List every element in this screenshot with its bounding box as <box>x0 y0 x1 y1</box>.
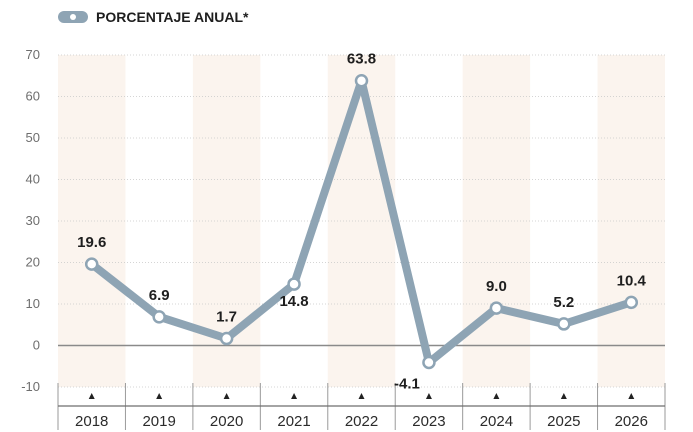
y-tick-label: 70 <box>26 47 40 62</box>
y-tick-label: -10 <box>21 379 40 394</box>
x-tick-label: 2023 <box>412 413 445 430</box>
data-point <box>422 355 436 370</box>
data-point <box>489 301 504 315</box>
y-axis: 70 60 50 40 30 20 10 0 -10 <box>21 47 40 394</box>
x-tick-triangle <box>560 393 567 399</box>
data-point <box>287 277 301 291</box>
x-tick-label: 2025 <box>547 413 580 430</box>
y-tick-label: 40 <box>26 172 40 187</box>
x-tick-triangle <box>425 393 432 399</box>
data-point <box>152 310 166 324</box>
data-label: 9.0 <box>486 278 507 295</box>
x-tick-label: 2026 <box>615 413 648 430</box>
data-label: 14.8 <box>279 293 308 310</box>
x-axis: 2018 2019 2020 2021 2022 2023 2024 2025 2026 <box>57 383 666 430</box>
x-tick-label: 2018 <box>75 413 108 430</box>
y-tick-label: 60 <box>26 89 40 104</box>
data-label: 1.7 <box>216 308 237 325</box>
x-tick-triangle <box>88 393 95 399</box>
data-point <box>84 257 99 271</box>
y-tick-label: 30 <box>26 213 40 228</box>
data-label: 10.4 <box>617 272 647 289</box>
data-label: 6.9 <box>149 287 170 304</box>
series-line-group <box>84 73 639 370</box>
data-labels: 19.6 6.9 1.7 14.8 63.8 -4.1 9.0 5.2 10.4 <box>77 51 646 393</box>
x-tick-label: 2022 <box>345 413 378 430</box>
data-label: 63.8 <box>347 51 376 68</box>
data-label: -4.1 <box>394 376 420 393</box>
x-tick-label: 2024 <box>480 413 513 430</box>
legend-swatch-dot <box>70 14 76 20</box>
x-tick-triangle <box>628 393 635 399</box>
x-tick-label: 2019 <box>142 413 175 430</box>
y-tick-label: 20 <box>26 255 40 270</box>
data-label: 19.6 <box>77 234 106 251</box>
x-tick-label: 2020 <box>210 413 243 430</box>
data-point <box>219 331 234 346</box>
data-point <box>557 317 571 331</box>
data-point <box>624 295 639 310</box>
x-tick-triangle <box>291 393 298 399</box>
x-tick-triangle <box>493 393 500 399</box>
x-tick-triangle <box>358 393 365 399</box>
data-label: 5.2 <box>553 294 574 311</box>
legend-label: PORCENTAJE ANUAL* <box>96 9 249 25</box>
legend: PORCENTAJE ANUAL* <box>58 9 249 25</box>
y-tick-label: 10 <box>26 296 40 311</box>
x-tick-label: 2021 <box>277 413 310 430</box>
data-point <box>354 73 369 88</box>
x-tick-triangle <box>223 393 230 399</box>
y-tick-label: 0 <box>33 338 40 353</box>
x-tick-triangle <box>156 393 163 399</box>
y-tick-label: 50 <box>26 130 40 145</box>
